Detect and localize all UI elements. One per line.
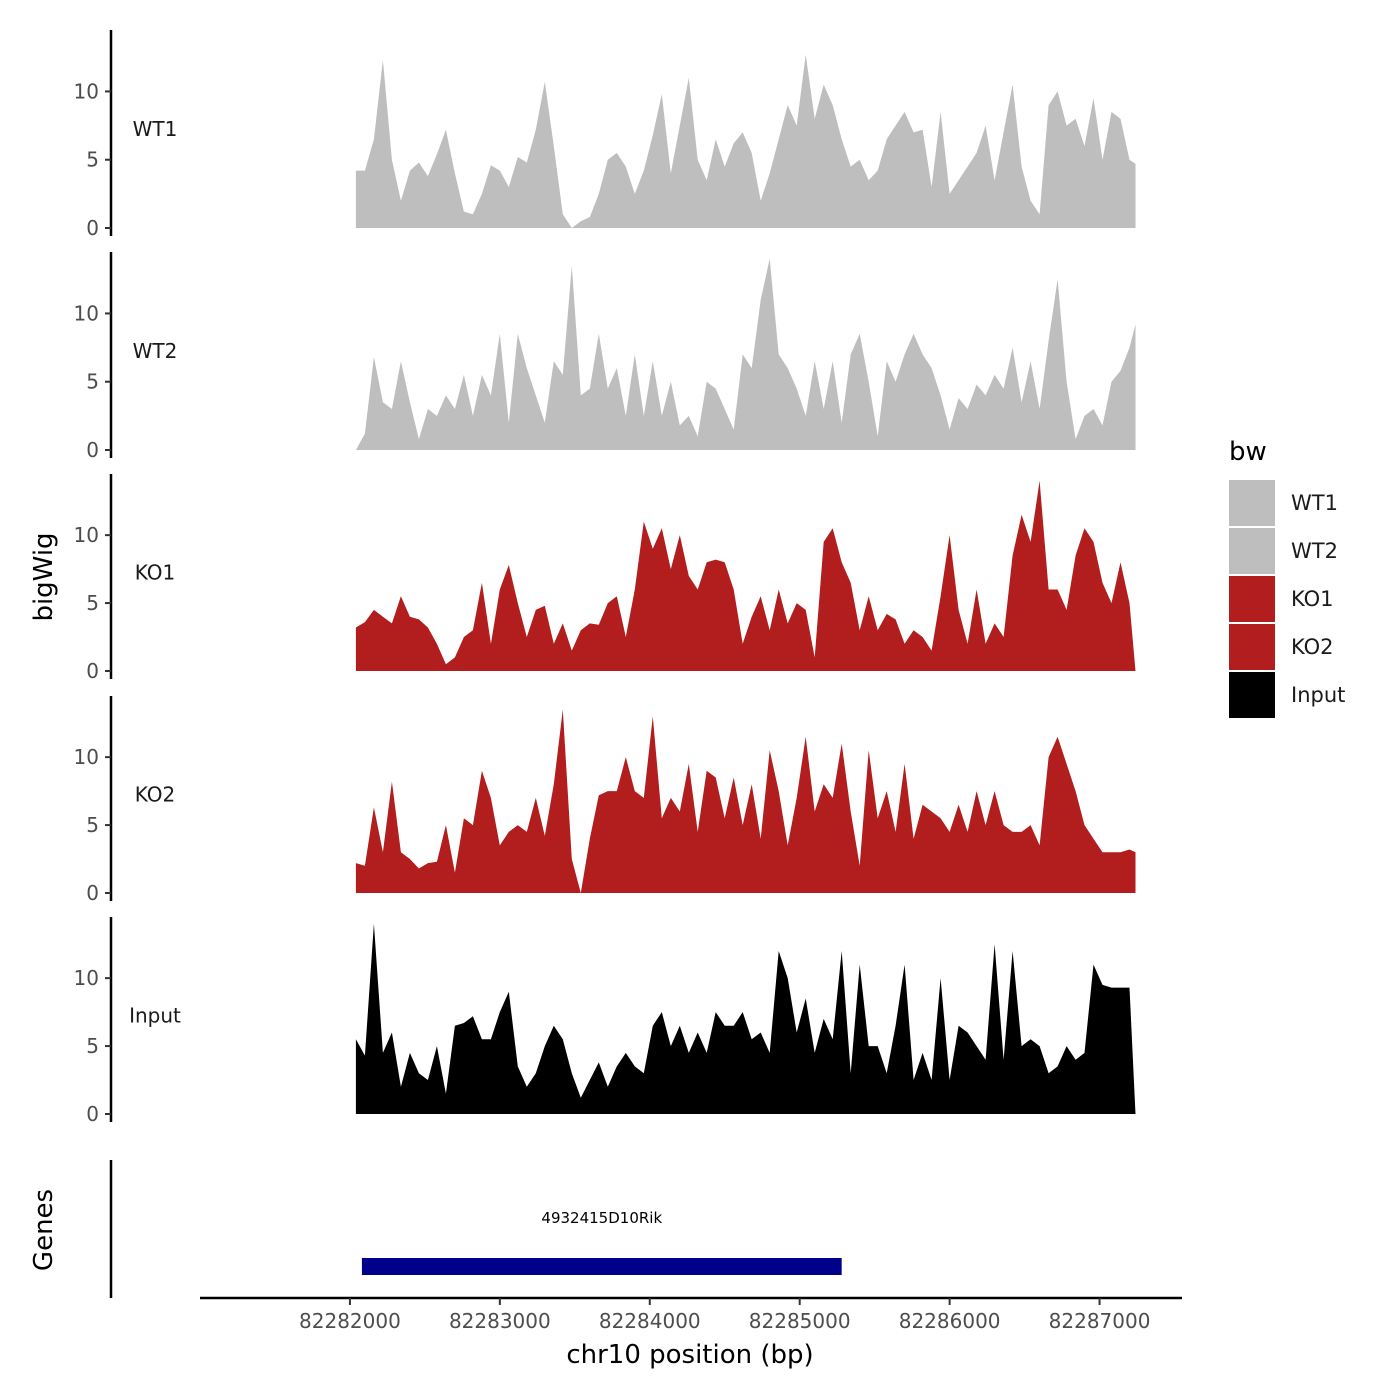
track-area-input xyxy=(355,923,1136,1114)
y-tick-label: 5 xyxy=(86,591,99,615)
legend-swatch-input xyxy=(1229,672,1275,718)
track-area-wt1 xyxy=(355,54,1136,228)
y-tick-label: 10 xyxy=(74,523,99,547)
x-axis-title: chr10 position (bp) xyxy=(566,1340,813,1370)
legend-label-input: Input xyxy=(1291,683,1345,707)
y-tick-label: 5 xyxy=(86,1034,99,1058)
x-tick-label: 82286000 xyxy=(899,1309,1001,1333)
y-tick-label: 10 xyxy=(74,301,99,325)
x-tick-label: 82284000 xyxy=(599,1309,701,1333)
track-label-ko2: KO2 xyxy=(135,783,176,807)
legend-swatch-ko1 xyxy=(1229,576,1275,622)
track-label-wt1: WT1 xyxy=(133,117,178,141)
y-tick-label: 0 xyxy=(86,438,99,462)
legend-label-ko1: KO1 xyxy=(1291,587,1334,611)
gene-body xyxy=(361,1258,842,1275)
gene-label: 4932415D10Rik xyxy=(541,1209,662,1227)
legend-swatch-wt2 xyxy=(1229,528,1275,574)
legend-label-wt1: WT1 xyxy=(1291,491,1338,515)
legend-title: bw xyxy=(1229,437,1267,467)
x-tick-label: 82285000 xyxy=(749,1309,851,1333)
legend-label-ko2: KO2 xyxy=(1291,635,1334,659)
y-tick-label: 10 xyxy=(74,79,99,103)
track-label-ko1: KO1 xyxy=(135,561,176,585)
genes-axis-title: Genes xyxy=(29,1189,59,1271)
x-tick-label: 82282000 xyxy=(299,1309,401,1333)
legend-label-wt2: WT2 xyxy=(1291,539,1338,563)
x-tick-label: 82287000 xyxy=(1049,1309,1151,1333)
y-tick-label: 5 xyxy=(86,148,99,172)
y-tick-label: 5 xyxy=(86,813,99,837)
track-area-wt2 xyxy=(355,258,1136,450)
legend-swatch-wt1 xyxy=(1229,480,1275,526)
y-tick-label: 0 xyxy=(86,1102,99,1126)
y-tick-label: 5 xyxy=(86,370,99,394)
legend-swatch-ko2 xyxy=(1229,624,1275,670)
y-tick-label: 10 xyxy=(74,745,99,769)
y-tick-label: 0 xyxy=(86,881,99,905)
y-tick-label: 0 xyxy=(86,216,99,240)
y-tick-label: 10 xyxy=(74,966,99,990)
track-label-input: Input xyxy=(129,1004,181,1028)
y-tick-label: 0 xyxy=(86,659,99,683)
track-area-ko2 xyxy=(355,709,1136,893)
track-area-ko1 xyxy=(355,480,1136,671)
x-tick-label: 82283000 xyxy=(449,1309,551,1333)
y-axis-title: bigWig xyxy=(29,532,59,621)
track-label-wt2: WT2 xyxy=(133,339,178,363)
